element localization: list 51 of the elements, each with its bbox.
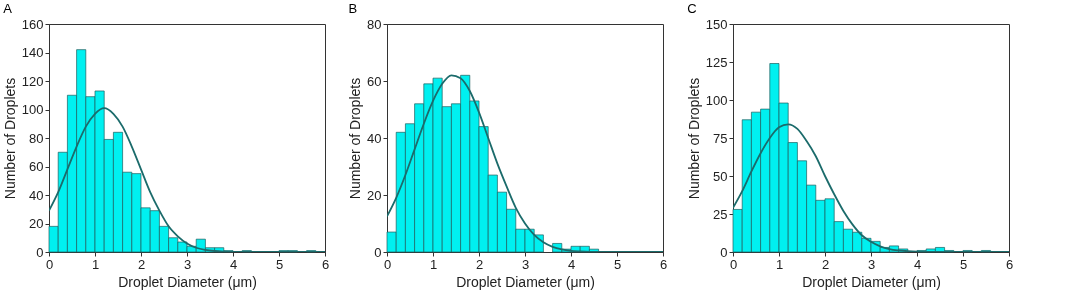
- x-tick-label: 4: [567, 256, 576, 272]
- y-tick-label: 20: [29, 216, 44, 231]
- y-tick-label: 0: [374, 244, 382, 260]
- x-axis-title: Droplet Diameter (μm): [802, 273, 941, 290]
- chart-title: B: [348, 1, 358, 16]
- y-tick-label: 120: [21, 73, 44, 89]
- y-tick-label: 160: [21, 16, 44, 32]
- x-tick-label: 6: [1005, 256, 1014, 272]
- x-tick-label: 2: [475, 256, 484, 272]
- x-tick-label: 6: [659, 256, 668, 272]
- y-tick-label: 60: [367, 73, 382, 89]
- y-tick-label: 40: [29, 187, 44, 203]
- y-tick-label: 0: [36, 244, 44, 260]
- x-axis-title: Droplet Diameter (μm): [456, 273, 595, 290]
- x-tick-label: 5: [613, 256, 622, 272]
- x-tick-label: 5: [275, 256, 284, 272]
- x-tick-label: 3: [183, 256, 192, 272]
- x-tick-label: 0: [383, 256, 392, 272]
- x-tick-label: 1: [429, 256, 438, 272]
- y-axis-title: Number of Droplets: [1, 77, 18, 200]
- x-tick-label: 4: [229, 256, 238, 272]
- chart-title: A: [3, 1, 13, 16]
- x-axis-title: Droplet Diameter (μm): [118, 273, 257, 290]
- y-tick-label: 60: [29, 159, 44, 174]
- x-tick-label: 3: [867, 256, 876, 272]
- x-tick-label: 5: [959, 256, 968, 272]
- y-tick-label: 50: [713, 168, 728, 184]
- y-tick-label: 150: [705, 16, 728, 32]
- x-tick-label: 2: [137, 256, 146, 272]
- y-tick-label: 140: [21, 45, 44, 60]
- x-tick-label: 1: [775, 256, 784, 272]
- y-tick-label: 125: [705, 54, 728, 70]
- y-axis-title: Number of Droplets: [685, 77, 702, 200]
- y-tick-label: 25: [713, 206, 728, 222]
- y-tick-label: 80: [29, 130, 44, 146]
- y-tick-label: 100: [705, 92, 728, 108]
- y-tick-label: 0: [720, 244, 728, 260]
- y-tick-label: 40: [367, 130, 382, 146]
- y-axis-title: Number of Droplets: [347, 77, 364, 200]
- x-tick-label: 0: [729, 256, 738, 272]
- y-tick-label: 75: [713, 130, 728, 146]
- x-tick-label: 2: [821, 256, 830, 272]
- y-tick-label: 80: [367, 16, 382, 32]
- chart-title: C: [687, 1, 697, 16]
- x-tick-label: 6: [321, 256, 330, 272]
- x-tick-label: 0: [45, 256, 54, 272]
- y-tick-label: 20: [367, 187, 382, 203]
- x-tick-label: 1: [91, 256, 100, 272]
- x-tick-label: 4: [913, 256, 922, 272]
- y-tick-label: 100: [21, 102, 44, 117]
- x-tick-label: 3: [521, 256, 530, 272]
